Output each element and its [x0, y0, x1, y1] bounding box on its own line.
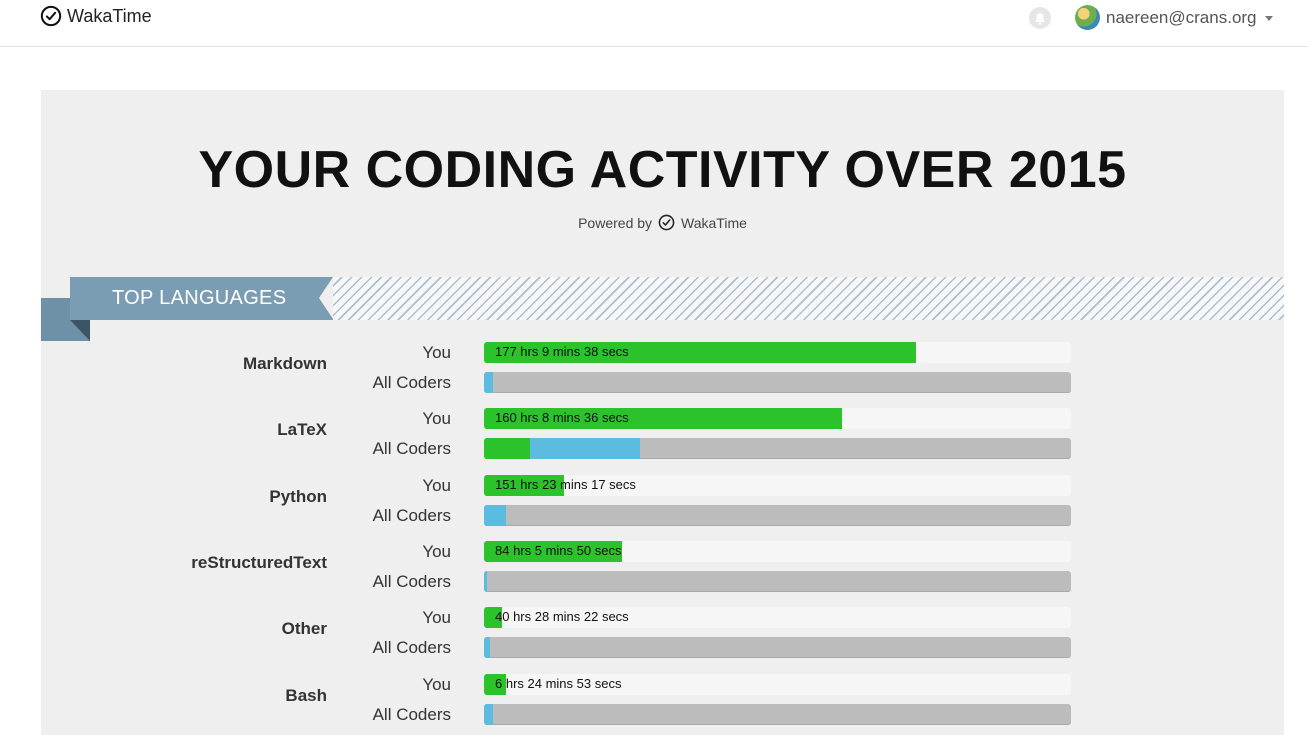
report-panel: YOUR CODING ACTIVITY OVER 2015 Powered b… — [41, 90, 1284, 735]
you-label: You — [422, 674, 451, 694]
all-coders-fill — [484, 703, 493, 725]
all-coders-label: All Coders — [372, 439, 451, 459]
you-bar-fill — [484, 474, 564, 496]
you-label: You — [422, 541, 451, 561]
section-ribbon: TOP LANGUAGES — [70, 277, 333, 320]
language-name: Other — [281, 619, 327, 639]
you-label: You — [422, 475, 451, 495]
all-coders-fill — [484, 570, 487, 592]
you-label: You — [422, 608, 451, 628]
language-name: Bash — [285, 685, 327, 705]
you-bar-fill — [484, 408, 843, 430]
all-coders-label: All Coders — [372, 373, 451, 392]
you-time-text: 84 hrs 5 mins 50 secs — [495, 542, 622, 558]
all-coders-fill — [484, 372, 493, 393]
section-ribbon-notch — [319, 277, 333, 319]
powered-by: Powered by WakaTime — [41, 214, 1284, 231]
you-time-text: 160 hrs 8 mins 36 secs — [495, 410, 629, 426]
all-coders-label: All Coders — [372, 638, 451, 658]
all-coders-fill — [484, 504, 506, 526]
all-coders-you-fill — [484, 438, 530, 460]
you-bar: 84 hrs 5 mins 50 secs — [484, 540, 1071, 562]
bell-icon — [1035, 12, 1045, 25]
all-coders-bar — [484, 504, 1071, 526]
all-coders-bar — [484, 570, 1071, 592]
all-coders-bar — [484, 372, 1071, 393]
you-bar: 6 hrs 24 mins 53 secs — [484, 673, 1071, 695]
you-time-text: 151 hrs 23 mins 17 secs — [495, 476, 636, 492]
all-coders-label: All Coders — [372, 505, 451, 525]
wakatime-logo-icon — [40, 5, 62, 27]
you-bar-fill — [484, 673, 506, 695]
all-coders-label: All Coders — [372, 704, 451, 724]
navbar: WakaTime naereen@crans.org — [0, 0, 1308, 47]
brand-link[interactable]: WakaTime — [40, 5, 152, 27]
you-bar: 160 hrs 8 mins 36 secs — [484, 408, 1071, 430]
all-coders-bar — [484, 703, 1071, 725]
you-time-text: 177 hrs 9 mins 38 secs — [495, 344, 629, 359]
user-menu[interactable]: naereen@crans.org — [1075, 5, 1273, 30]
all-coders-label: All Coders — [372, 571, 451, 591]
you-bar-fill — [484, 607, 503, 629]
notifications-button[interactable] — [1029, 7, 1051, 29]
you-bar: 40 hrs 28 mins 22 secs — [484, 607, 1071, 629]
you-label: You — [422, 409, 451, 429]
user-email: naereen@crans.org — [1106, 7, 1257, 27]
you-bar-fill — [484, 540, 622, 562]
all-coders-bar — [484, 438, 1071, 460]
powered-by-brand: WakaTime — [681, 214, 747, 231]
caret-down-icon — [1264, 16, 1273, 21]
powered-by-label: Powered by — [578, 214, 653, 231]
you-time-text: 6 hrs 24 mins 53 secs — [495, 675, 622, 691]
section-ribbon-fold — [70, 320, 90, 341]
you-bar: 151 hrs 23 mins 17 secs — [484, 474, 1071, 496]
you-label: You — [422, 343, 451, 362]
language-name: Markdown — [242, 354, 327, 373]
report-title: YOUR CODING ACTIVITY OVER 2015 — [198, 141, 1127, 199]
language-name: LaTeX — [277, 420, 327, 440]
you-time-text: 40 hrs 28 mins 22 secs — [495, 609, 629, 625]
all-coders-fill — [529, 438, 641, 460]
brand-name: WakaTime — [67, 5, 152, 26]
you-bar: 177 hrs 9 mins 38 secs — [484, 342, 1071, 363]
wakatime-logo-icon — [658, 214, 675, 231]
section-ribbon-stripes — [331, 277, 1284, 320]
you-bar-fill — [484, 342, 917, 363]
language-name: reStructuredText — [191, 552, 327, 572]
all-coders-fill — [484, 637, 490, 659]
section-title: TOP LANGUAGES — [112, 287, 287, 309]
avatar — [1075, 5, 1100, 30]
language-name: Python — [269, 486, 327, 506]
all-coders-bar — [484, 637, 1071, 659]
